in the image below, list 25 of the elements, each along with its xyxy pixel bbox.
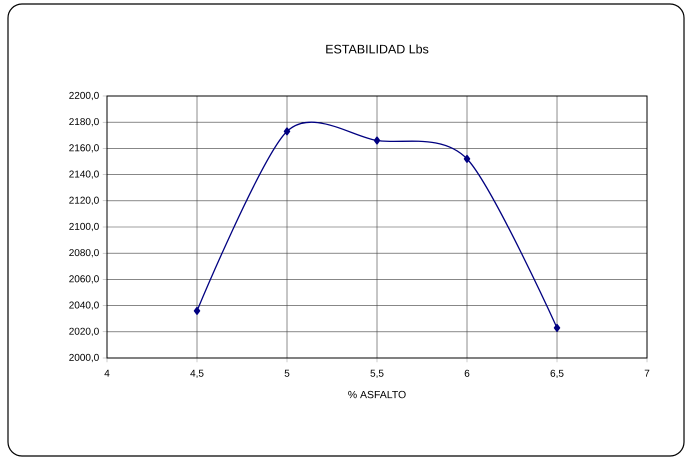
point bbox=[374, 136, 380, 145]
y-tick-label: 2200,0 bbox=[69, 92, 99, 100]
point bbox=[464, 154, 470, 164]
x-tick-label: 5 bbox=[284, 370, 290, 377]
point bbox=[554, 324, 560, 332]
x-tick-label: 6,5 bbox=[550, 370, 564, 378]
x-tick-label: 4,5 bbox=[190, 370, 204, 378]
y-tick-label: 2020,0 bbox=[69, 328, 99, 336]
chart-title: ESTABILIDAD Lbs bbox=[326, 44, 428, 54]
x-tick-label: 4 bbox=[104, 370, 110, 377]
x-tick-label: 7 bbox=[644, 370, 650, 377]
y-tick-label: 2120,0 bbox=[69, 196, 99, 205]
x-axis-title: % ASFALTO bbox=[348, 390, 406, 398]
x-tick-label: 5,5 bbox=[370, 370, 384, 378]
y-tick-label: 2180,0 bbox=[69, 118, 99, 126]
y-tick-label: 2100,0 bbox=[69, 222, 99, 232]
y-tick-label: 2060,0 bbox=[69, 275, 99, 284]
y-tick-label: 2000,0 bbox=[69, 354, 99, 362]
y-tick-label: 2080,0 bbox=[69, 249, 99, 258]
point bbox=[284, 127, 290, 136]
y-tick-label: 2160,0 bbox=[69, 144, 99, 153]
y-tick-label: 2040,0 bbox=[69, 301, 99, 310]
point bbox=[194, 306, 200, 315]
x-tick-label: 6 bbox=[464, 370, 470, 377]
y-tick-label: 2140,0 bbox=[69, 170, 99, 179]
